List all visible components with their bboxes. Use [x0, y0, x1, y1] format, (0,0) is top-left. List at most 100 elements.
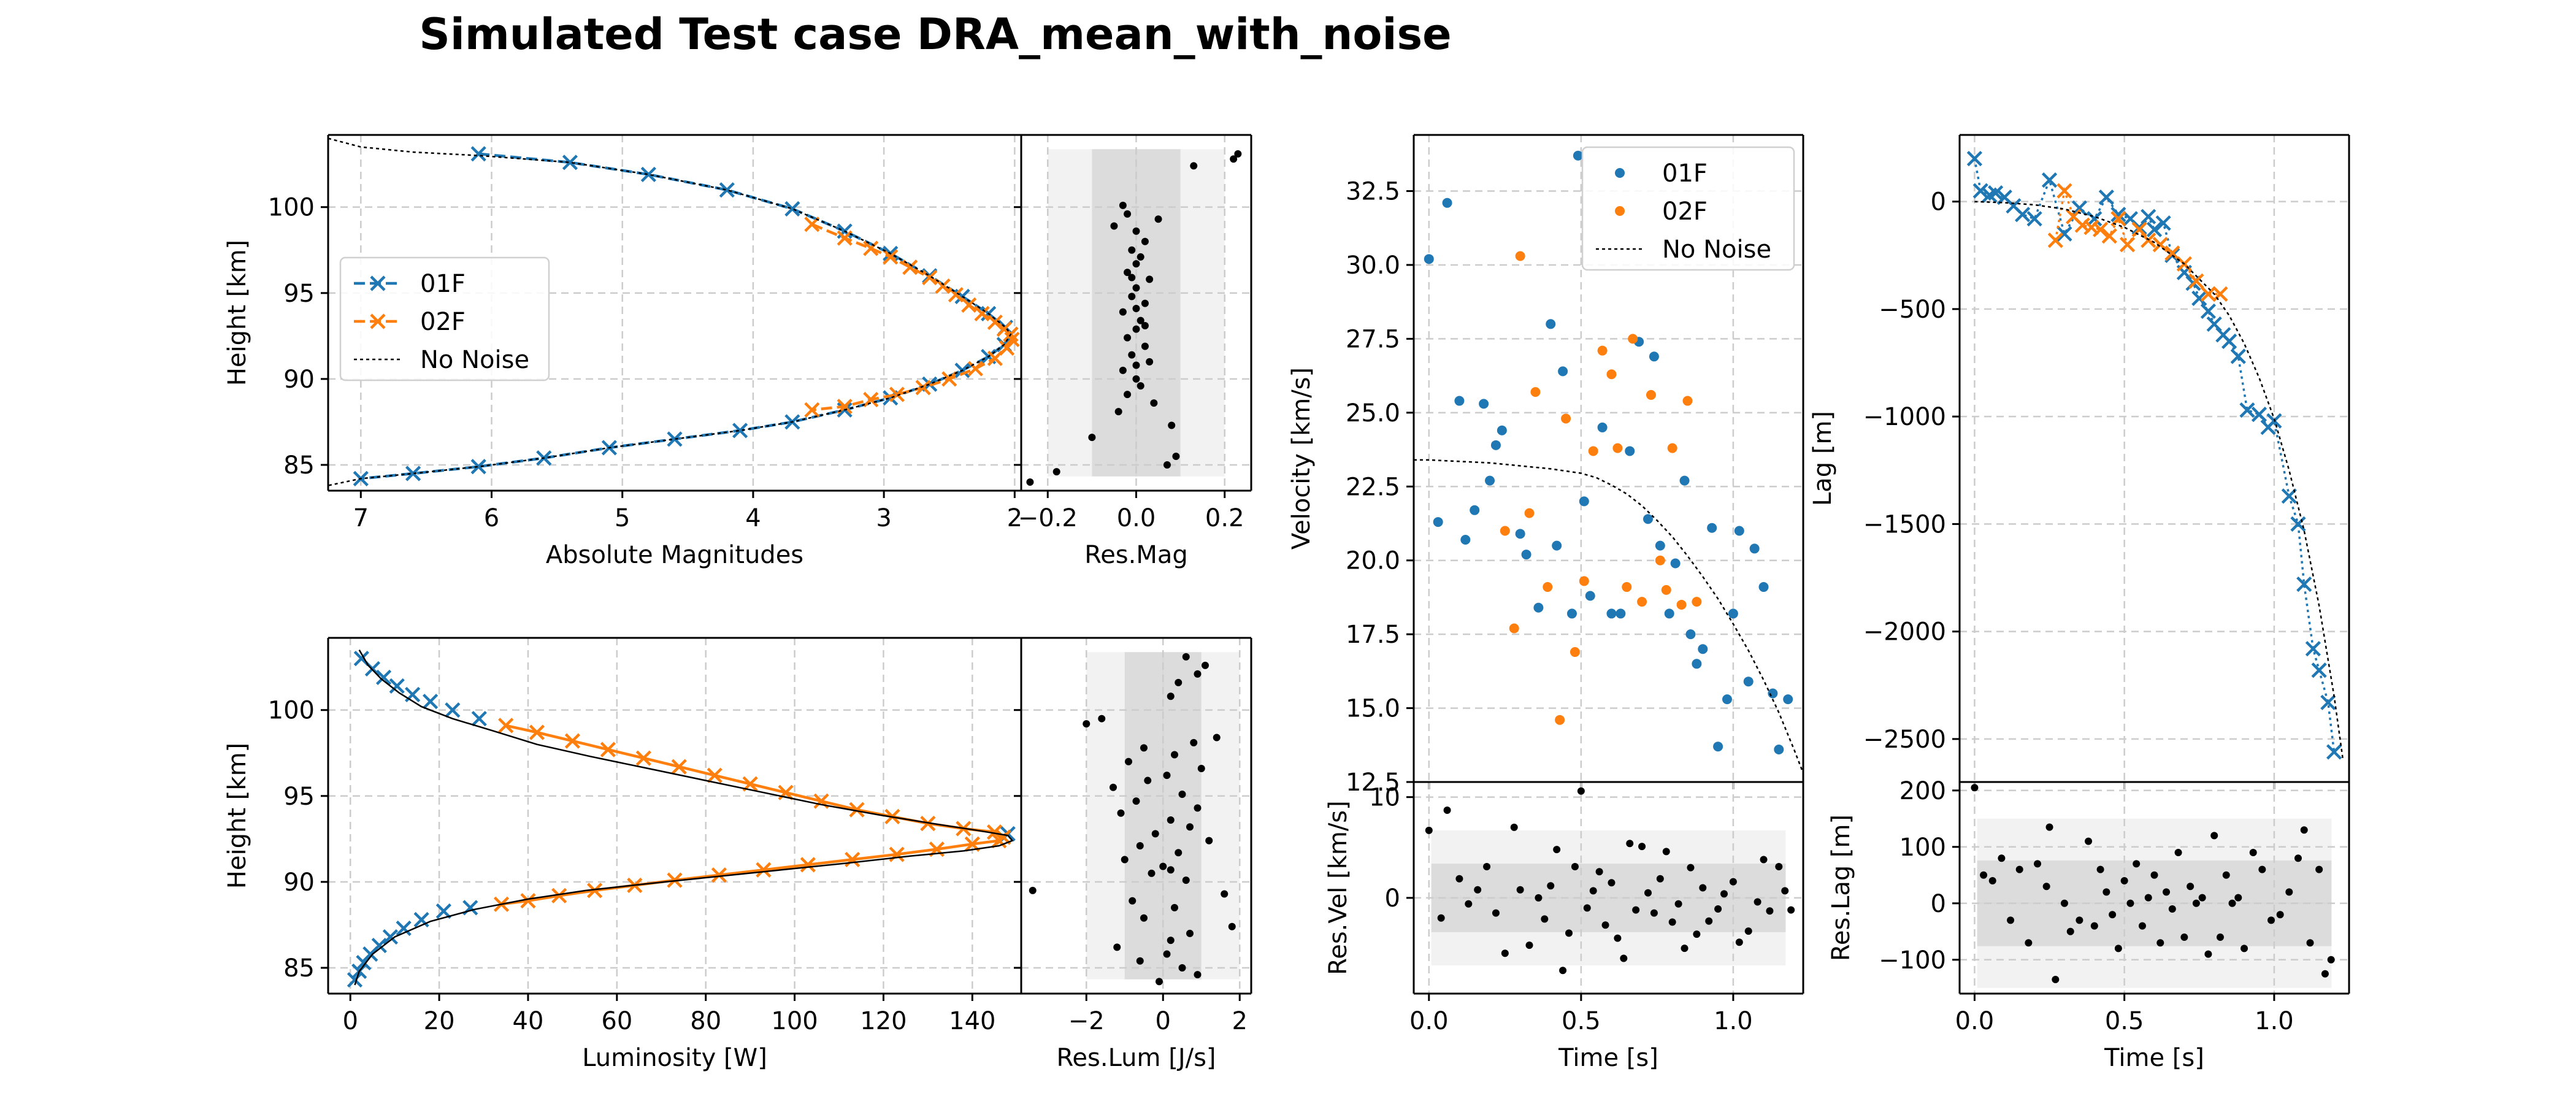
- data-point-residuals: [2109, 911, 2117, 919]
- data-point-residuals: [2163, 888, 2171, 896]
- data-point-residuals: [1088, 434, 1096, 442]
- data-point-residuals: [1668, 918, 1676, 926]
- data-point-residuals: [1132, 260, 1140, 268]
- data-point-residuals: [2052, 976, 2060, 983]
- data-point-residuals: [1137, 253, 1144, 261]
- data-point-residuals: [1132, 797, 1140, 805]
- data-point-x-01f: [2320, 694, 2336, 710]
- data-point-x-02f: [883, 249, 899, 265]
- data-point-residuals: [1601, 921, 1609, 929]
- data-point-residuals: [1766, 907, 1774, 915]
- data-point-01f: [1707, 523, 1717, 533]
- data-point-residuals: [2276, 911, 2284, 919]
- x-tick-label: 100: [771, 1007, 818, 1035]
- data-point-residuals: [1128, 274, 1136, 282]
- data-point-residuals: [2045, 823, 2053, 831]
- data-point-01f: [1566, 608, 1577, 619]
- data-point-residuals: [1744, 927, 1752, 935]
- x-tick-label: 0.5: [2105, 1007, 2144, 1035]
- data-point-01f: [1497, 425, 1507, 435]
- data-point-01f: [1597, 422, 1608, 432]
- data-point-residuals: [1565, 929, 1573, 937]
- data-point-x-01f: [405, 686, 421, 703]
- x-tick-label: 6: [484, 504, 499, 532]
- data-point-residuals: [1483, 863, 1491, 870]
- data-point-residuals: [1129, 897, 1137, 905]
- x-axis-label: Time [s]: [2104, 1044, 2204, 1072]
- data-point-residuals: [1132, 325, 1140, 333]
- series-line-02f: [811, 223, 1014, 412]
- data-point-02f: [1676, 599, 1687, 610]
- x-tick-label: 120: [860, 1007, 907, 1035]
- data-point-residuals: [1136, 842, 1144, 850]
- data-point-01f: [1783, 694, 1793, 705]
- data-point-residuals: [2321, 970, 2329, 978]
- data-point-x-02f: [849, 802, 865, 818]
- legend-swatch-marker: [370, 313, 386, 329]
- data-point-residuals: [2090, 922, 2098, 930]
- data-point-residuals: [1190, 738, 1198, 746]
- data-point-residuals: [1167, 937, 1175, 945]
- data-point-x-01f: [667, 431, 683, 447]
- data-point-residuals: [1114, 408, 1122, 416]
- data-point-residuals: [1781, 887, 1789, 895]
- data-point-x-01f: [2141, 209, 2156, 224]
- data-point-02f: [1622, 582, 1632, 592]
- data-point-01f: [1546, 319, 1556, 329]
- data-point-01f: [1679, 475, 1690, 486]
- data-point-residuals: [1137, 382, 1144, 390]
- series-line-no-noise: [354, 649, 1014, 986]
- data-point-residuals: [1656, 875, 1664, 883]
- data-point-residuals: [1124, 269, 1132, 277]
- data-point-x-01f: [470, 459, 486, 475]
- x-tick-label: 4: [745, 504, 761, 532]
- y-tick-label: −2500: [1863, 726, 1946, 754]
- data-point-x-01f: [2155, 215, 2171, 231]
- data-point-x-01f: [1966, 150, 1983, 167]
- y-tick-label: 100: [268, 194, 315, 222]
- data-point-residuals: [1148, 869, 1156, 877]
- y-tick-label: 32.5: [1346, 178, 1400, 206]
- legend-swatch-marker: [1615, 168, 1625, 178]
- data-point-residuals: [2150, 871, 2158, 879]
- data-point-residuals: [1141, 322, 1149, 330]
- data-point-x-01f: [2098, 190, 2114, 205]
- data-point-residuals: [1693, 930, 1701, 938]
- data-point-x-02f: [987, 350, 1003, 366]
- data-point-residuals: [2216, 933, 2224, 941]
- data-point-residuals: [1980, 871, 1988, 879]
- data-point-residuals: [1175, 678, 1183, 686]
- data-point-residuals: [2180, 933, 2188, 941]
- series-layer: [1971, 784, 2335, 983]
- data-point-residuals: [2168, 905, 2176, 913]
- data-point-x-01f: [445, 702, 461, 718]
- data-point-residuals: [1083, 720, 1091, 728]
- data-point-residuals: [1124, 391, 1132, 399]
- data-point-residuals: [2228, 899, 2236, 907]
- data-point-x-01f: [413, 911, 429, 928]
- data-point-x-01f: [2191, 290, 2207, 306]
- data-point-02f: [1570, 647, 1580, 657]
- data-point-02f: [1628, 334, 1638, 344]
- data-point-residuals: [1577, 787, 1585, 795]
- legend: 01F 02F No Noise: [1581, 146, 1795, 271]
- data-point-residuals: [1705, 917, 1713, 925]
- chart-vel: 12.5 15.0 17.5 20.0 22.5 25.0 27.5 30.0 32.5 Velo…: [1287, 134, 1804, 797]
- data-point-residuals: [1128, 351, 1136, 359]
- y-tick-label: 95: [283, 783, 315, 811]
- data-point-x-02f: [948, 286, 964, 303]
- x-axis-label: Luminosity [W]: [582, 1044, 767, 1072]
- data-point-residuals: [1988, 877, 1996, 884]
- data-point-residuals: [1178, 964, 1186, 972]
- data-point-x-01f: [471, 711, 487, 727]
- data-point-residuals: [1140, 744, 1148, 752]
- data-point-x-02f: [2164, 245, 2180, 261]
- data-point-x-01f: [2146, 221, 2163, 237]
- data-point-02f: [1530, 387, 1541, 397]
- data-point-residuals: [2138, 922, 2146, 930]
- data-point-residuals: [1443, 807, 1451, 814]
- data-point-residuals: [1119, 308, 1127, 316]
- data-point-01f: [1533, 602, 1544, 613]
- data-point-x-02f: [778, 784, 794, 800]
- data-point-x-02f: [915, 380, 931, 396]
